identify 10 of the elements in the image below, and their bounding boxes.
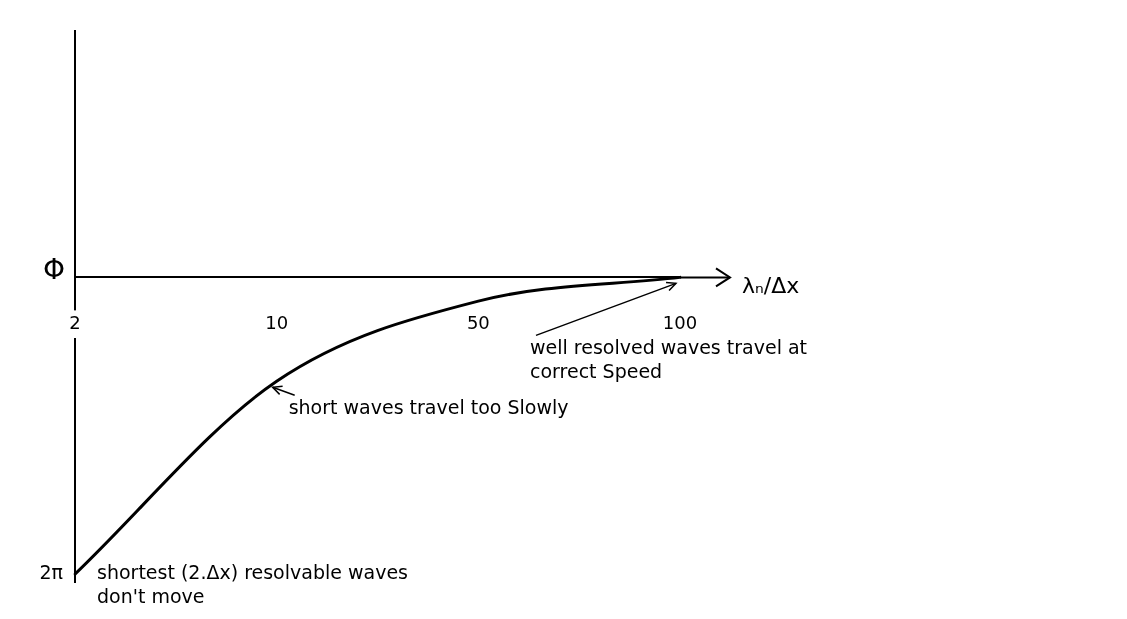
annotation: 2π xyxy=(39,561,63,584)
x-tick-label: 2 xyxy=(69,311,81,333)
annotation: shortest (2.Δx) resolvable waves don't move xyxy=(97,561,408,608)
annotation: short waves travel too Slowly xyxy=(288,396,569,419)
x-tick-label: 100 xyxy=(662,311,698,333)
x-tick-label: 50 xyxy=(466,311,490,333)
x-axis-title: λₙ/Δx xyxy=(742,273,800,299)
y-axis-title: Φ xyxy=(42,252,65,286)
x-tick-label: 10 xyxy=(265,311,289,333)
annotation: well resolved waves travel at correct Speed xyxy=(530,336,808,383)
